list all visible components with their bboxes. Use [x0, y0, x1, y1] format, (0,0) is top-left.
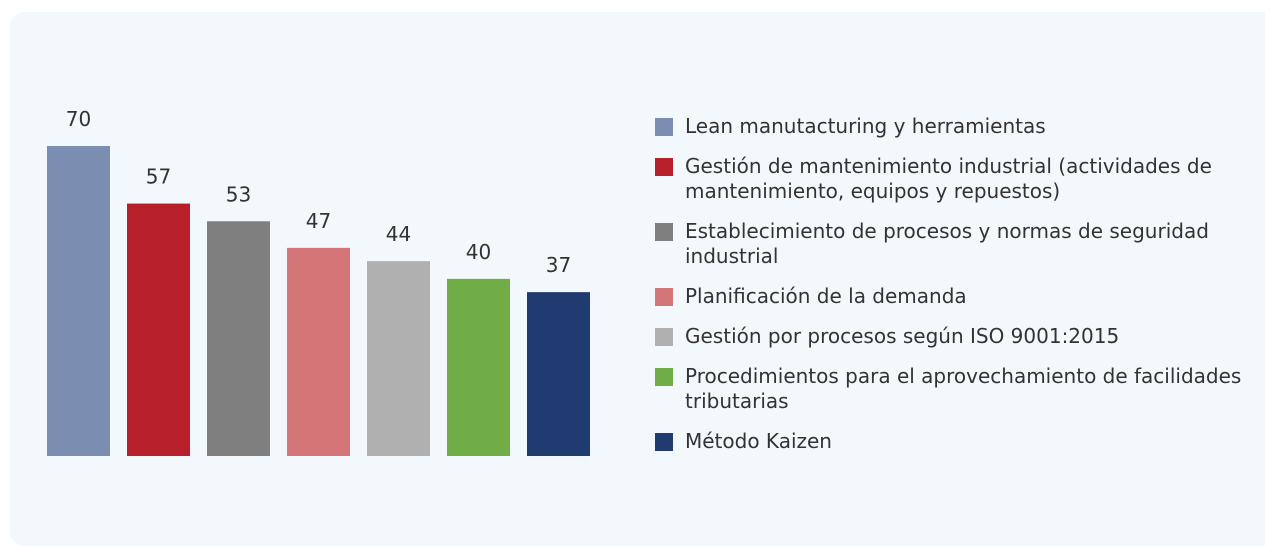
data-label: 40 [466, 240, 491, 264]
legend-swatch [655, 158, 673, 176]
legend-label: Lean manutacturing y herramientas [685, 114, 1046, 138]
legend-item: Gestión por procesos según ISO 9001:2015 [655, 324, 1245, 349]
legend-item: Gestión de mantenimiento industrial (act… [655, 154, 1245, 204]
legend: Lean manutacturing y herramientas Gestión… [655, 114, 1245, 469]
legend-item: Lean manutacturing y herramientas [655, 114, 1245, 139]
data-label: 57 [146, 165, 171, 189]
data-label: 44 [386, 222, 411, 246]
legend-swatch [655, 223, 673, 241]
bar [127, 203, 190, 456]
bar [367, 261, 430, 456]
data-label: 47 [306, 209, 331, 233]
bar [447, 278, 510, 456]
legend-label: Método Kaizen [685, 429, 832, 453]
bar [527, 292, 590, 456]
legend-swatch [655, 328, 673, 346]
data-label: 37 [546, 253, 571, 277]
legend-item: Método Kaizen [655, 429, 1245, 454]
bar [207, 221, 270, 456]
bar [47, 146, 110, 456]
legend-label: Procedimientos para el aprovechamiento d… [685, 364, 1242, 413]
legend-label: Gestión por procesos según ISO 9001:2015 [685, 324, 1120, 348]
legend-item: Procedimientos para el aprovechamiento d… [655, 364, 1245, 414]
legend-item: Planificación de la demanda [655, 284, 1245, 309]
legend-swatch [655, 368, 673, 386]
legend-item: Establecimiento de procesos y normas de … [655, 219, 1245, 269]
legend-label: Gestión de mantenimiento industrial (act… [685, 154, 1212, 203]
legend-swatch [655, 118, 673, 136]
legend-label: Establecimiento de procesos y normas de … [685, 219, 1209, 268]
bar [287, 247, 350, 456]
data-label: 70 [66, 107, 91, 131]
chart: 70 57 53 47 44 40 37 [47, 107, 590, 456]
legend-swatch [655, 288, 673, 306]
legend-swatch [655, 433, 673, 451]
legend-label: Planificación de la demanda [685, 284, 967, 308]
data-label: 53 [226, 182, 251, 206]
